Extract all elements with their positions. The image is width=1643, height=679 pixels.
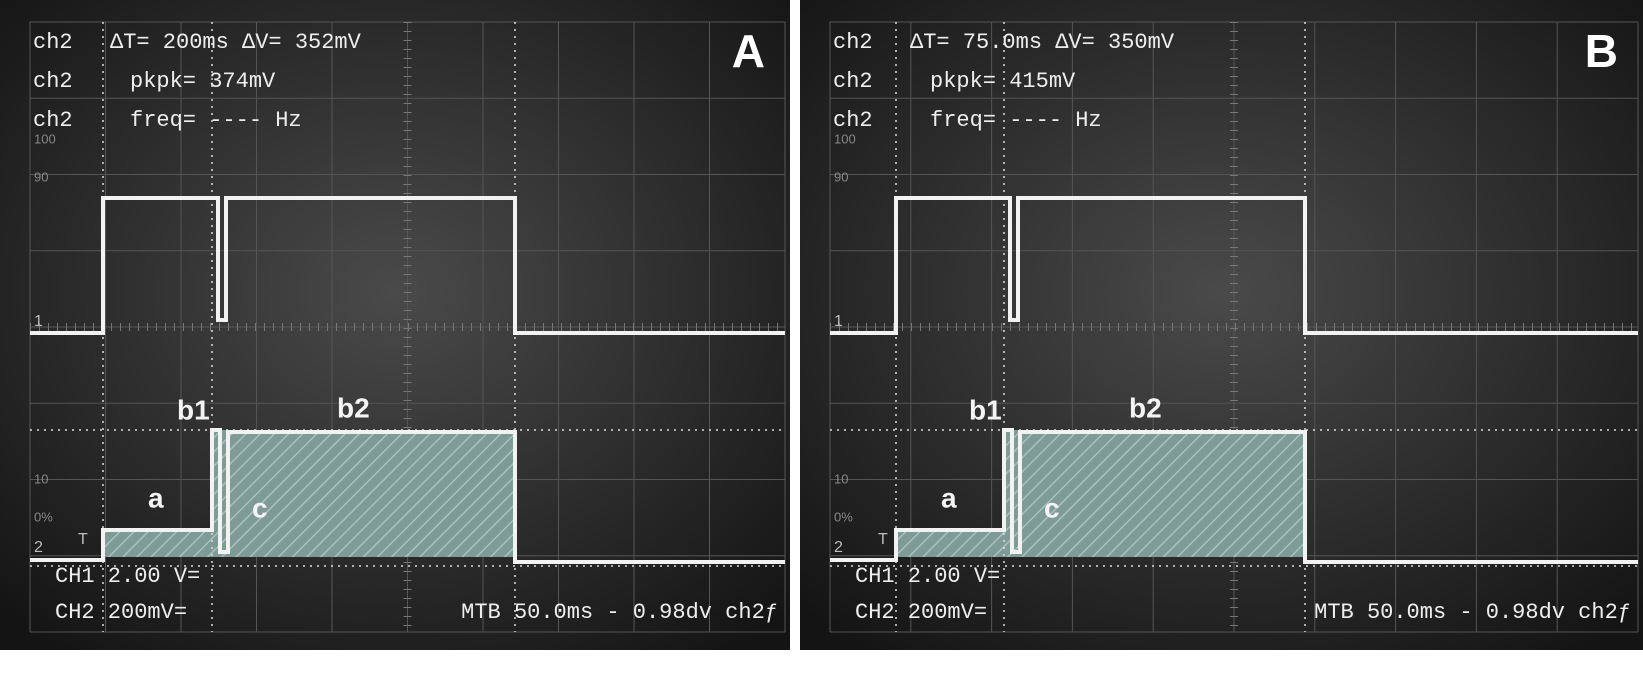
- trace-marker: 1: [34, 313, 43, 330]
- graticule-label: 90: [834, 169, 848, 184]
- graticule-label: 90: [34, 169, 48, 184]
- trace-marker: T: [878, 531, 888, 548]
- readout-text: pkpk= 374mV: [130, 69, 276, 94]
- graticule-label: 0%: [34, 509, 53, 524]
- oscilloscope-figure: ch2 ΔT= 200ms ΔV= 352mV ch2 pkpk= 374mV ch2 f…: [0, 0, 1643, 679]
- footer-ch1: CH1 2.00 V=: [855, 564, 1000, 589]
- footer-ch1: CH1 2.00 V=: [55, 564, 200, 589]
- scope-panel: ch2 ΔT= 75.0ms ΔV= 350mV ch2 pkpk= 415mV ch2…: [800, 0, 1643, 650]
- trace-marker: 2: [834, 539, 843, 556]
- readout-channel: ch2: [833, 69, 873, 94]
- readout-channel: ch2: [833, 30, 873, 55]
- panel-label: B: [1585, 25, 1618, 77]
- graticule-label: 10: [834, 471, 848, 486]
- annotation: c: [1044, 492, 1060, 523]
- trace-marker: 2: [34, 539, 43, 556]
- annotation: a: [148, 482, 164, 513]
- readout-text: ΔT= 200ms ΔV= 352mV: [110, 30, 362, 55]
- panel-label: A: [732, 25, 765, 77]
- graticule-label: 10: [34, 471, 48, 486]
- graticule-label: 100: [34, 131, 56, 146]
- readout-channel: ch2: [33, 69, 73, 94]
- annotation: a: [941, 482, 957, 513]
- annotation: b2: [1129, 392, 1162, 423]
- readout-channel: ch2: [33, 30, 73, 55]
- trace-marker: 1: [834, 313, 843, 330]
- readout-text: freq= ---- Hz: [130, 108, 302, 133]
- annotation: b2: [337, 392, 370, 423]
- readout-text: ΔT= 75.0ms ΔV= 350mV: [910, 30, 1175, 55]
- annotation: c: [252, 492, 268, 523]
- readout-text: freq= ---- Hz: [930, 108, 1102, 133]
- readout-channel: ch2: [33, 108, 73, 133]
- readout-channel: ch2: [833, 108, 873, 133]
- footer-ch2: CH2 200mV=: [55, 600, 187, 625]
- graticule-label: 0%: [834, 509, 853, 524]
- footer-timebase: MTB 50.0ms - 0.98dv ch2ƒ: [461, 600, 778, 625]
- annotation: b1: [969, 394, 1002, 425]
- scope-panel: ch2 ΔT= 200ms ΔV= 352mV ch2 pkpk= 374mV ch2 f…: [0, 0, 790, 650]
- graticule-label: 100: [834, 131, 856, 146]
- readout-text: pkpk= 415mV: [930, 69, 1076, 94]
- shaded-area: [103, 532, 212, 557]
- shaded-area: [896, 532, 1004, 557]
- footer-timebase: MTB 50.0ms - 0.98dv ch2ƒ: [1314, 600, 1631, 625]
- trace-marker: T: [78, 531, 88, 548]
- footer-ch2: CH2 200mV=: [855, 600, 987, 625]
- annotation: b1: [177, 394, 210, 425]
